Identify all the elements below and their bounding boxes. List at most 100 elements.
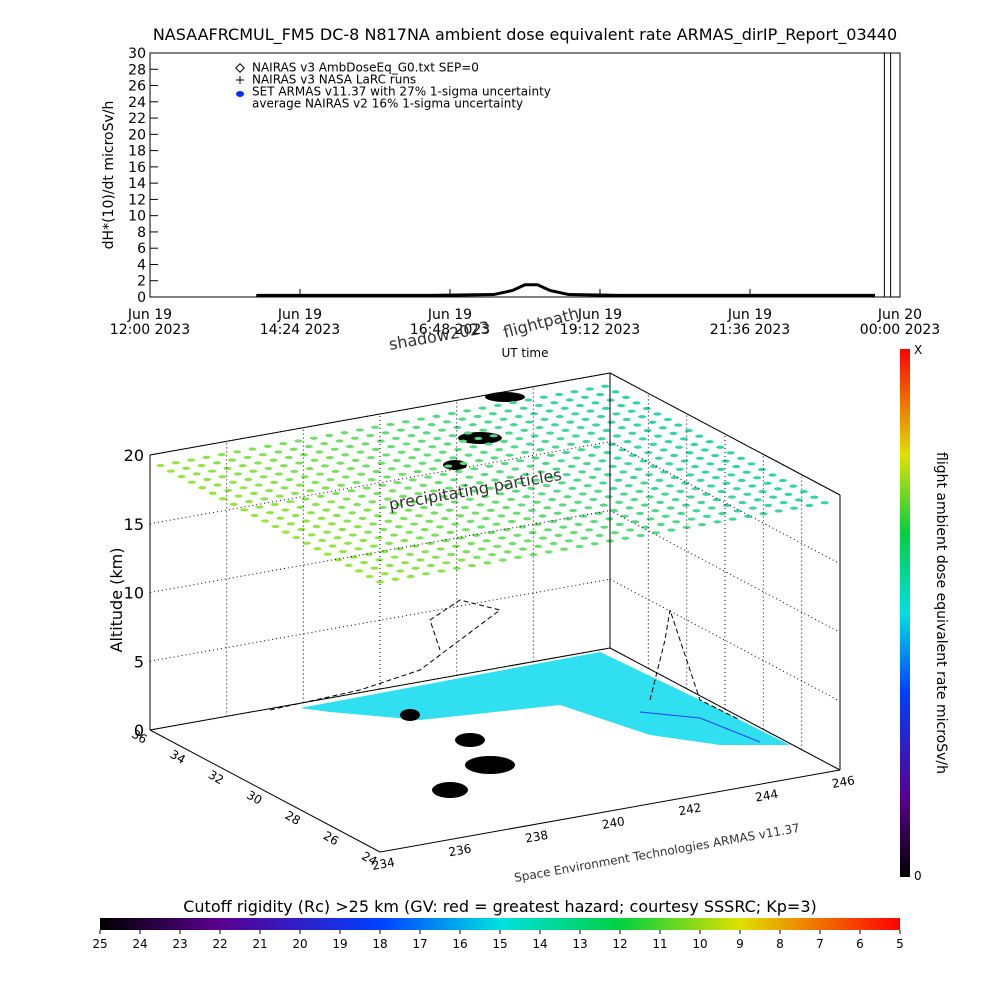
particle (486, 486, 495, 490)
particle (402, 442, 411, 446)
particle (553, 511, 562, 515)
colorbar-tick-label: 20 (292, 937, 307, 951)
particle (523, 517, 532, 521)
particle (417, 439, 426, 443)
particle (473, 414, 482, 419)
particle (434, 481, 443, 485)
particle (457, 558, 466, 562)
particle (387, 445, 396, 449)
plot-frame (149, 52, 901, 298)
particle (691, 487, 700, 491)
particle (254, 483, 263, 487)
colorbar-tick-label: 8 (776, 937, 784, 951)
particle (543, 528, 552, 532)
particle (406, 574, 415, 579)
particle (397, 450, 406, 454)
particle (294, 439, 303, 443)
y-tick-label: 4 (137, 257, 146, 273)
particle (497, 536, 506, 540)
colorbar-tick-label: 11 (652, 937, 667, 951)
colorbar-tick-label: 21 (252, 937, 267, 951)
particle (651, 509, 660, 513)
particle (597, 437, 606, 441)
particle (440, 516, 449, 521)
particle (727, 495, 736, 499)
x-tick-label: Jun 20 (877, 307, 922, 323)
colorbar-tick-label: 14 (532, 937, 547, 951)
colorbar-top-label: X (914, 343, 922, 357)
particle (656, 522, 665, 527)
particle (698, 523, 706, 527)
particle (346, 467, 355, 471)
particle (520, 428, 529, 432)
particle (681, 503, 690, 507)
particle (187, 458, 196, 462)
particle (507, 497, 516, 501)
particle (249, 469, 258, 473)
particle (658, 426, 667, 430)
particle (553, 489, 562, 493)
particle (325, 433, 334, 438)
particle (641, 525, 650, 529)
particle (645, 473, 654, 477)
particle (635, 511, 644, 516)
particle (654, 434, 663, 438)
particle (611, 390, 620, 394)
particle (630, 498, 639, 502)
particle (763, 481, 772, 485)
particle (527, 508, 536, 513)
particle (758, 489, 767, 494)
particle (332, 491, 341, 496)
particle (463, 409, 472, 413)
particle (774, 509, 783, 513)
particle (413, 469, 422, 474)
particle (248, 447, 257, 451)
particle (737, 456, 746, 460)
particle (569, 508, 578, 513)
particle (784, 492, 793, 496)
particle (418, 461, 427, 465)
particle (600, 525, 609, 529)
particle (394, 525, 403, 529)
particle (433, 458, 442, 463)
particle (615, 522, 624, 527)
particle (504, 409, 513, 413)
particle (727, 473, 736, 477)
particle (361, 442, 370, 446)
y-tick-label: 22 (128, 111, 146, 127)
particle (369, 544, 378, 548)
particle (275, 494, 284, 498)
particle (224, 488, 233, 493)
particle (799, 490, 808, 494)
particle (471, 511, 480, 515)
particle (547, 475, 556, 479)
particle (629, 453, 637, 457)
particle (697, 500, 706, 505)
particle (451, 544, 460, 548)
particle (593, 467, 602, 471)
particle (463, 431, 472, 435)
particle (533, 522, 542, 526)
particle (586, 409, 595, 413)
particle (604, 495, 613, 499)
x-tick-label: 00:00 2023 (860, 322, 940, 338)
particle (622, 395, 631, 399)
particle (320, 442, 329, 446)
particle (764, 503, 773, 507)
x-tick-label: 246 (831, 773, 856, 791)
particle (512, 511, 521, 515)
particle (477, 525, 486, 529)
particle (445, 508, 454, 512)
particle (726, 451, 735, 455)
particle (536, 448, 545, 452)
particle (748, 506, 757, 510)
y-tick-label: 30 (128, 46, 146, 62)
particle (650, 486, 659, 491)
particle (805, 503, 814, 508)
z-tick-label: 15 (124, 515, 144, 534)
particle (382, 475, 391, 479)
colorbar-tick-label: 23 (172, 937, 187, 951)
particle (562, 450, 571, 455)
particle (713, 520, 722, 524)
